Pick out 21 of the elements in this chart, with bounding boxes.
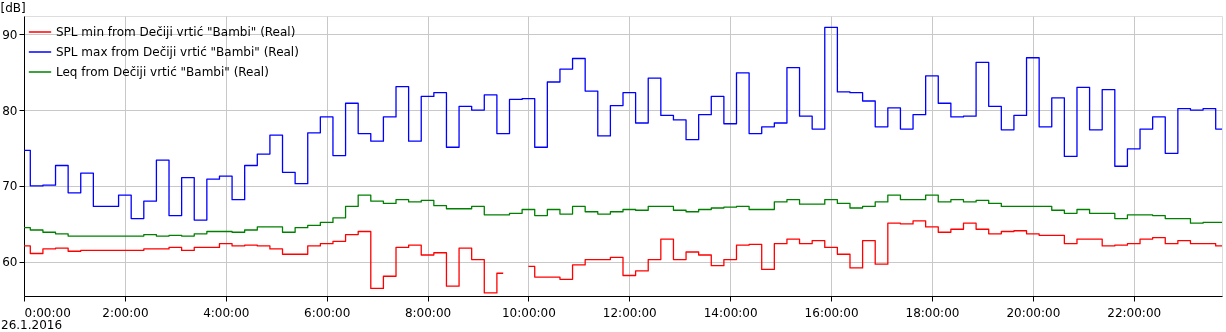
x-tick-label: 12:00:00: [602, 305, 657, 320]
x-tick-label: 18:00:00: [905, 305, 960, 320]
x-tick-label: 16:00:00: [804, 305, 859, 320]
x-tick-label: 8:00:00: [404, 305, 452, 320]
x-tick-label: 20:00:00: [1006, 305, 1061, 320]
x-tick-label: 6:00:00: [304, 305, 351, 320]
x-tick-label: 4:00:00: [203, 305, 250, 320]
x-tick-label: 2:00:00: [102, 305, 149, 320]
legend-label: SPL min from Dečiji vrtić "Bambi" (Real): [56, 25, 296, 39]
y-tick-label: 60: [2, 255, 18, 270]
legend-label: SPL max from Dečiji vrtić "Bambi" (Real): [56, 45, 299, 59]
x-tick-label: 14:00:00: [703, 305, 758, 320]
x-tick-label: 0:00:00: [24, 305, 71, 320]
y-tick-label: 90: [2, 27, 18, 42]
x-tick-label: 22:00:00: [1107, 305, 1162, 320]
legend-label: Leq from Dečiji vrtić "Bambi" (Real): [56, 65, 269, 79]
y-tick-label: 80: [2, 103, 18, 118]
y-axis-title: [dB]: [0, 0, 26, 15]
text: 26.1.2016: [1, 318, 63, 332]
x-tick-label: 10:00:00: [501, 305, 556, 320]
y-tick-label: 70: [2, 179, 18, 194]
